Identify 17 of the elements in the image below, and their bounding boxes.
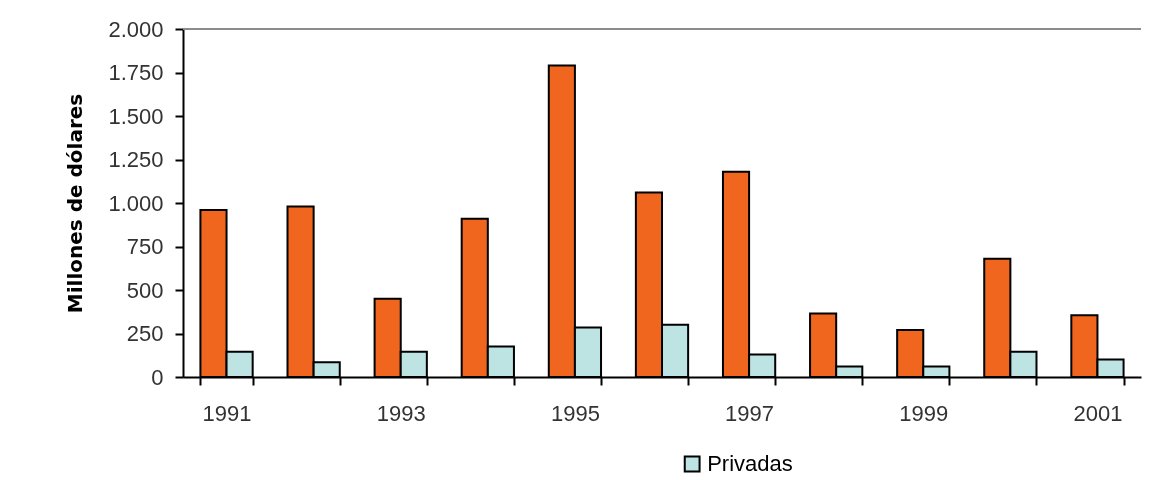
y-tick-label: 750: [126, 234, 164, 259]
y-tick-label: 1.500: [108, 103, 164, 129]
legend-label: Privadas: [707, 451, 793, 476]
x-tick-label: 1991: [202, 400, 252, 426]
y-tick-label: 250: [126, 321, 164, 346]
x-tick-label: 1999: [899, 400, 949, 426]
y-axis-title: Millones de dólares: [63, 93, 88, 314]
x-tick-label: 2001: [1073, 400, 1123, 426]
y-tick-label: 1.250: [108, 147, 164, 172]
y-tick-label: 1.000: [108, 190, 164, 216]
y-tick-label: 0: [151, 364, 164, 390]
y-tick-label: 500: [126, 277, 164, 303]
y-tick-label: 1.750: [108, 60, 164, 85]
x-tick-label: 1993: [376, 400, 426, 426]
x-tick-label: 1995: [550, 400, 600, 426]
y-tick-label: 2.000: [108, 16, 164, 42]
x-tick-label: 1997: [725, 400, 775, 426]
